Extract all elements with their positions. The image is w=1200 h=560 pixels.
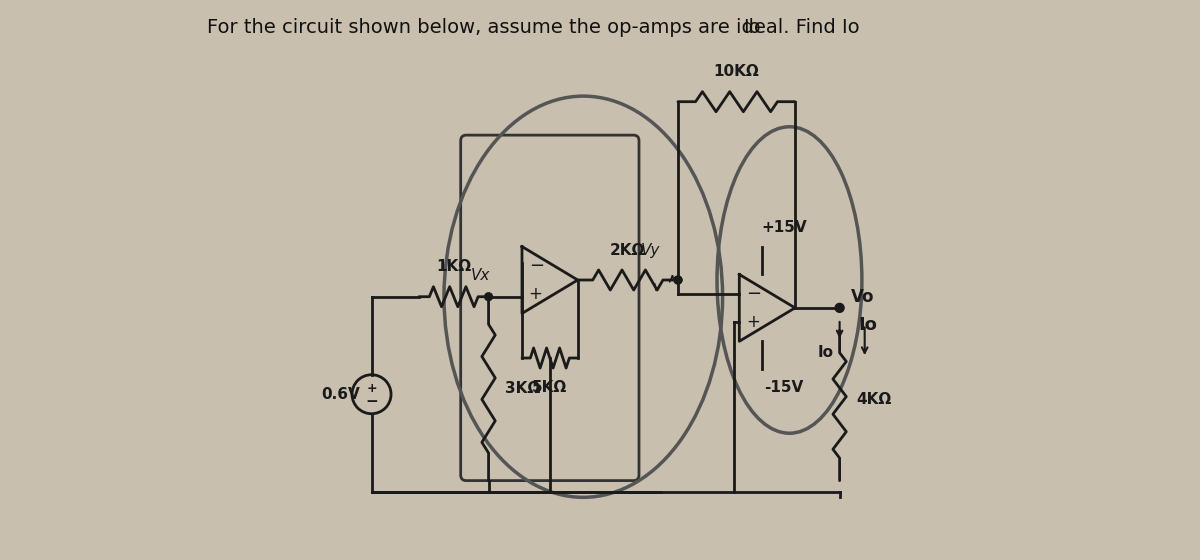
Text: Vx: Vx [470, 268, 490, 283]
Text: 3KΩ: 3KΩ [505, 381, 540, 396]
Text: For the circuit shown below, assume the op-amps are ideal. Find Io: For the circuit shown below, assume the … [206, 18, 859, 37]
Text: Vo: Vo [851, 288, 875, 306]
Text: 5KΩ: 5KΩ [533, 380, 568, 395]
Text: +: + [746, 313, 760, 331]
Text: Io: Io [858, 316, 877, 334]
Text: +: + [529, 285, 542, 303]
Text: −: − [746, 285, 761, 303]
Text: 4KΩ: 4KΩ [857, 393, 892, 407]
Text: -15V: -15V [764, 380, 804, 395]
Text: 1KΩ: 1KΩ [436, 259, 472, 274]
Text: +15V: +15V [761, 221, 806, 235]
Text: −: − [365, 394, 378, 409]
Text: v: v [653, 280, 661, 294]
Circle shape [674, 276, 682, 284]
Text: Io: Io [743, 18, 761, 37]
Text: 0.6V: 0.6V [322, 387, 360, 402]
Text: −: − [529, 257, 544, 275]
Text: +: + [366, 382, 377, 395]
Circle shape [835, 304, 844, 312]
Text: Io: Io [817, 345, 834, 360]
Circle shape [674, 276, 682, 284]
Text: Vy: Vy [641, 242, 660, 258]
Text: 2KΩ: 2KΩ [610, 242, 646, 258]
Text: 10KΩ: 10KΩ [714, 64, 760, 80]
Circle shape [485, 293, 492, 301]
